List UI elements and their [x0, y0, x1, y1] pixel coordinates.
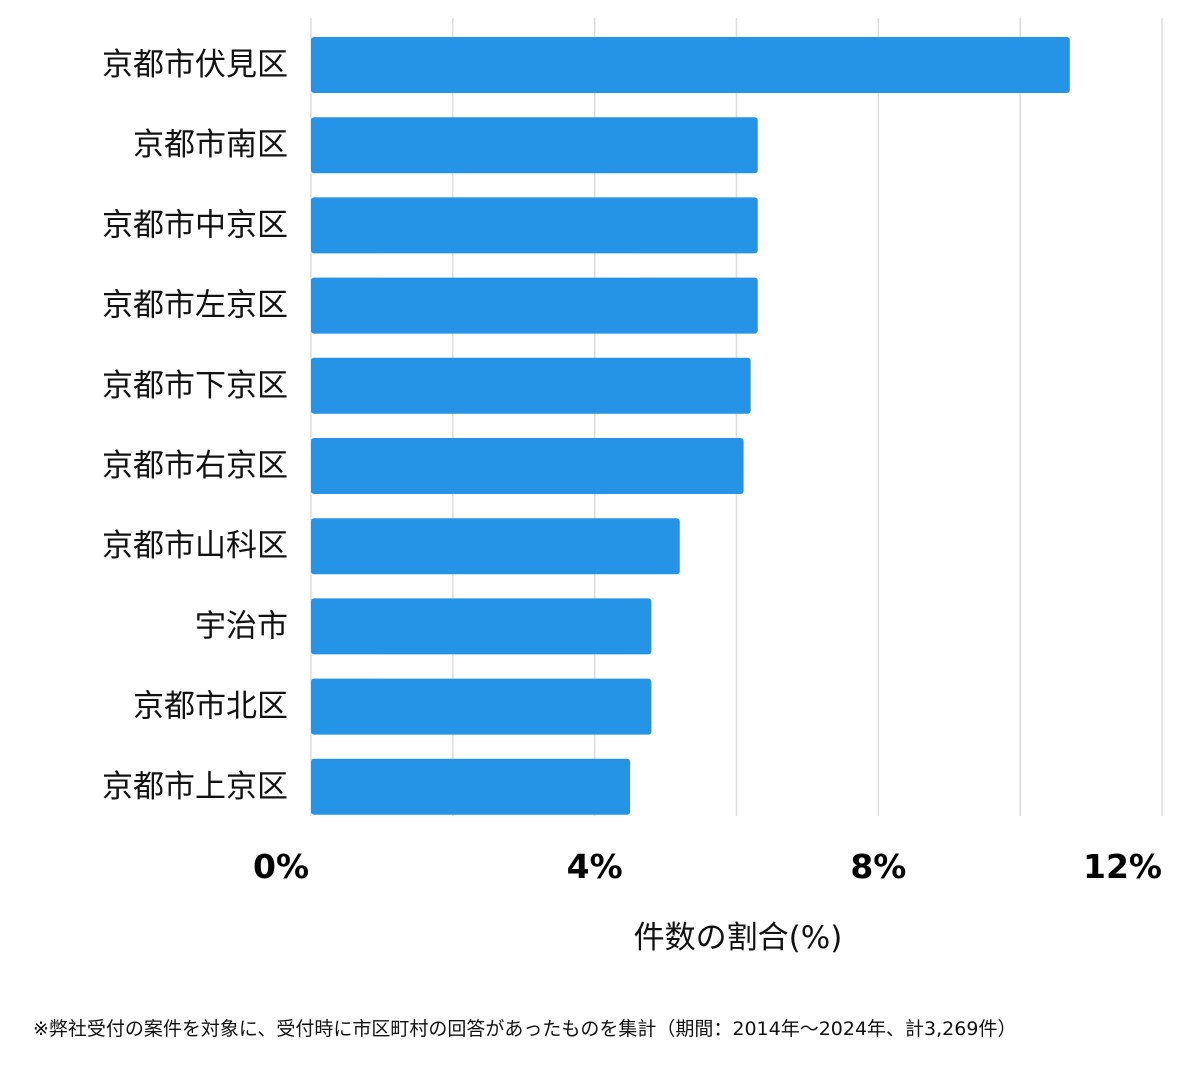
bar	[311, 197, 758, 254]
bar	[311, 758, 631, 815]
bar	[311, 438, 744, 494]
x-tick-label: 4%	[567, 847, 623, 886]
bar	[311, 277, 758, 334]
category-label: 京都市南区	[133, 127, 288, 163]
bar	[311, 117, 758, 174]
bar	[311, 37, 1070, 93]
category-label: 京都市左京区	[102, 288, 288, 324]
bar	[311, 357, 751, 414]
x-tick-label: 12%	[1083, 847, 1162, 886]
bars	[311, 37, 1070, 815]
bar	[311, 598, 652, 655]
category-labels: 京都市伏見区京都市南区京都市中京区京都市左京区京都市下京区京都市右京区京都市山科…	[102, 47, 288, 805]
x-tick-label: 0%	[253, 847, 309, 886]
category-label: 京都市伏見区	[102, 47, 288, 83]
category-label: 京都市北区	[133, 689, 288, 725]
category-label: 京都市上京区	[102, 769, 288, 805]
category-label: 京都市中京区	[102, 207, 288, 243]
bar	[311, 518, 680, 575]
x-tick-label: 8%	[850, 847, 906, 886]
category-label: 京都市右京区	[102, 448, 288, 484]
bar-chart: 京都市伏見区京都市南区京都市中京区京都市左京区京都市下京区京都市右京区京都市山科…	[102, 18, 1163, 956]
x-axis-title: 件数の割合(%)	[634, 920, 843, 956]
category-label: 京都市下京区	[102, 368, 288, 404]
x-tick-labels: 0% 4% 8% 12%	[253, 847, 1162, 886]
category-label: 京都市山科区	[102, 528, 288, 564]
footnote: ※弊社受付の案件を対象に、受付時に市区町村の回答があったものを集計（期間：201…	[33, 1018, 1017, 1040]
category-label: 宇治市	[195, 608, 288, 644]
bar	[311, 678, 652, 735]
